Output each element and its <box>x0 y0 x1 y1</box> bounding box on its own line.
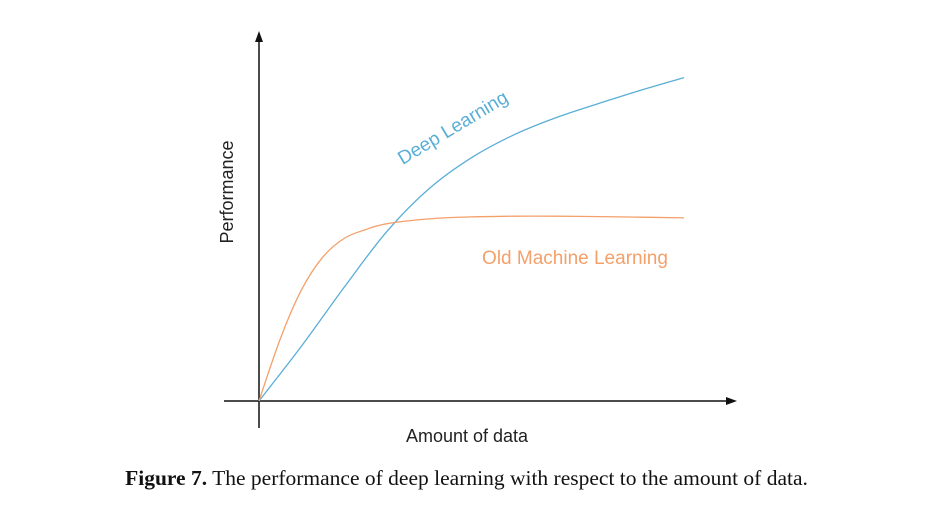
y-axis-title: Performance <box>217 140 237 243</box>
series-line-old-machine-learning <box>258 215 685 402</box>
chart: Amount of data Performance Deep Learning… <box>217 31 737 446</box>
x-axis-arrow <box>726 397 737 405</box>
x-axis-title: Amount of data <box>406 426 529 446</box>
series-layer <box>258 76 685 402</box>
series-label-old-machine-learning: Old Machine Learning <box>482 248 668 269</box>
y-axis-arrow <box>255 31 263 42</box>
caption-text: The performance of deep learning with re… <box>207 466 808 490</box>
series-label-deep-learning: Deep Learning <box>394 87 512 169</box>
figure-caption: Figure 7. The performance of deep learni… <box>0 466 933 491</box>
series-line-deep-learning <box>258 76 685 402</box>
caption-label: Figure 7. <box>125 466 208 490</box>
